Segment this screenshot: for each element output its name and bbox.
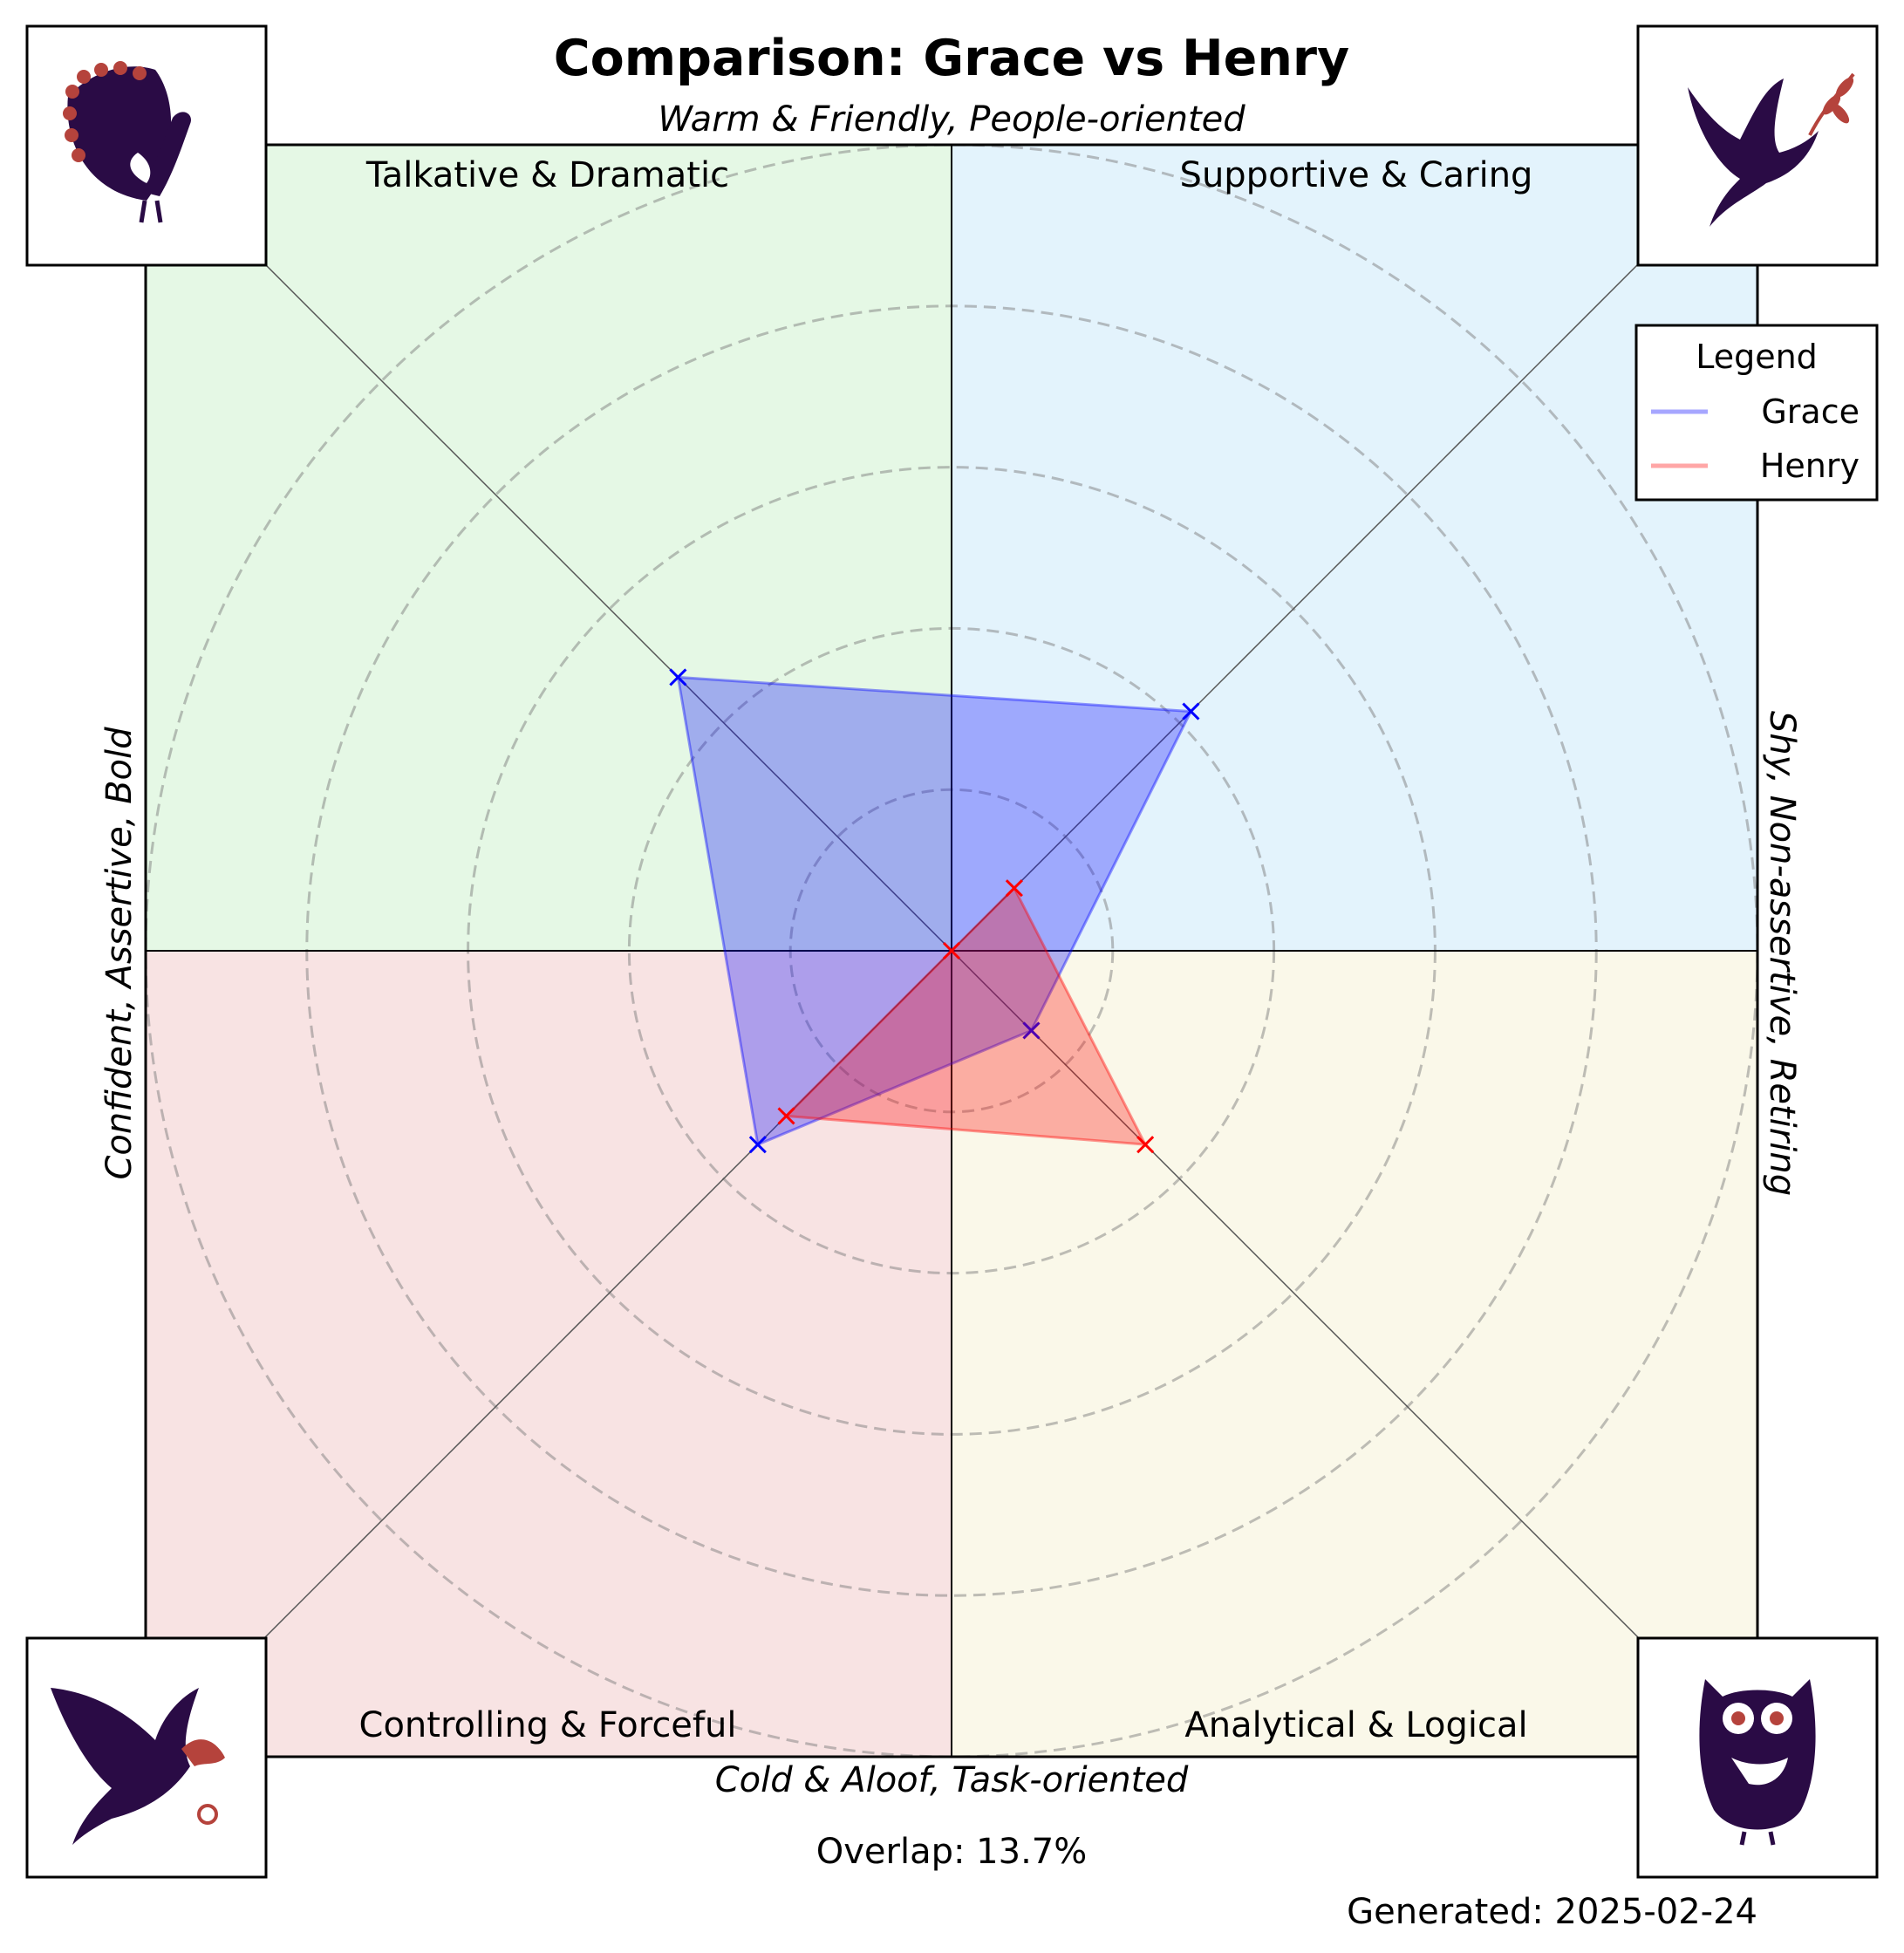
legend-label-henry: Henry bbox=[1760, 447, 1860, 485]
legend: Legend Grace Henry bbox=[1634, 324, 1879, 502]
marker-grace-3 bbox=[748, 1136, 767, 1154]
quadrant-label-supportive: Supportive & Caring bbox=[1180, 155, 1533, 195]
axis-label-top: Warm & Friendly, People-oriented bbox=[658, 99, 1245, 140]
legend-label-grace: Grace bbox=[1761, 393, 1860, 431]
axis-label-left: Confident, Assertive, Bold bbox=[99, 727, 140, 1180]
diagonal-controlling bbox=[257, 950, 952, 1645]
axis-label-bottom: Cold & Aloof, Task-oriented bbox=[715, 1760, 1189, 1800]
overlap-text: Overlap: 13.7% bbox=[816, 1832, 1088, 1872]
legend-box bbox=[1634, 324, 1879, 502]
quadrant-label-controlling: Controlling & Forceful bbox=[359, 1705, 737, 1745]
series-layer bbox=[669, 668, 1200, 1154]
quadrant-label-analytical: Analytical & Logical bbox=[1184, 1705, 1527, 1745]
legend-title: Legend bbox=[1696, 338, 1818, 376]
marker-henry-0 bbox=[942, 941, 961, 960]
marker-grace-1 bbox=[1182, 702, 1200, 720]
axis-label-right: Shy, Non-assertive, Retiring bbox=[1762, 711, 1802, 1196]
generated-date: Generated: 2025-02-24 bbox=[1347, 1892, 1757, 1932]
diagonal-supportive bbox=[951, 256, 1646, 952]
quadrant-label-talkative: Talkative & Dramatic bbox=[365, 155, 729, 195]
marker-henry-2 bbox=[1136, 1136, 1155, 1154]
dove-icon bbox=[1636, 24, 1879, 267]
marker-grace-0 bbox=[669, 668, 687, 686]
diagonal-analytical bbox=[951, 950, 1646, 1645]
owl-icon bbox=[1636, 1636, 1879, 1879]
marker-henry-1 bbox=[1005, 879, 1023, 898]
diagonal-talkative bbox=[257, 256, 952, 952]
eagle-icon bbox=[25, 1636, 268, 1879]
marker-henry-3 bbox=[777, 1107, 795, 1125]
marker-grace-2 bbox=[1022, 1021, 1041, 1040]
peacock-icon bbox=[25, 24, 268, 267]
chart-title: Comparison: Grace vs Henry bbox=[554, 30, 1349, 87]
